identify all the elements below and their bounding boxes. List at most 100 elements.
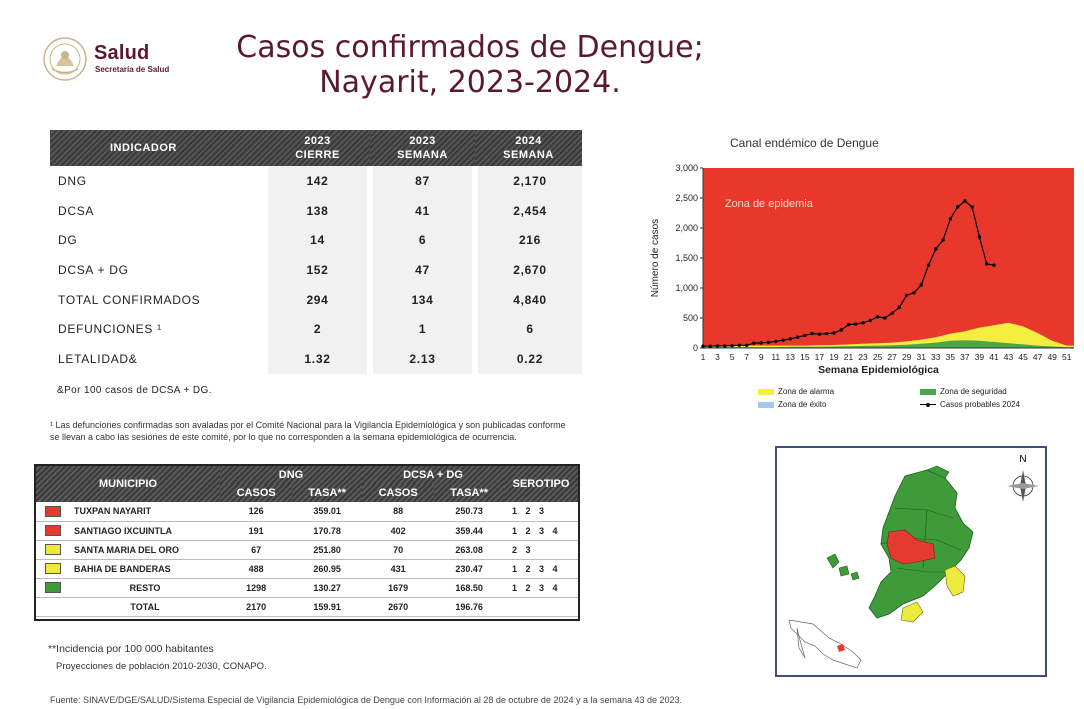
x-tick-label: 7	[744, 352, 749, 362]
data-point	[868, 318, 873, 323]
data-point	[955, 205, 960, 209]
x-tick-label: 15	[800, 352, 810, 362]
brand-name: Salud	[94, 42, 150, 64]
table-row: TUXPAN NAYARIT 126 359.01 88 250.73 1 2 3	[36, 502, 578, 522]
casos-cell: 70	[361, 540, 435, 560]
value-cell: 134	[367, 284, 475, 315]
row-label: DCSA	[58, 203, 95, 218]
legend-swatch	[920, 388, 936, 395]
col-2023-semana-header: 2023 SEMANA	[370, 130, 475, 166]
serotipo-cell: 2 3	[504, 540, 578, 560]
legend-swatch	[758, 388, 774, 395]
x-tick-label: 25	[873, 352, 883, 362]
x-tick-label: 21	[844, 352, 854, 362]
tasa-cell: 230.47	[434, 559, 504, 579]
tasa-cell: 260.95	[292, 559, 362, 579]
casos-cell: 2170	[220, 597, 293, 617]
table-row: DNG 142 87 2,170	[50, 166, 582, 196]
indicador-header: INDICADOR	[50, 130, 265, 166]
data-point	[803, 333, 807, 338]
table-row: DCSA + DG 152 47 2,670	[50, 255, 582, 285]
x-tick-label: 23	[858, 352, 868, 362]
value-cell: 0.22	[472, 344, 582, 374]
data-point	[890, 311, 894, 315]
dng-header: DNG	[220, 466, 362, 484]
status-swatch	[45, 505, 61, 517]
value-cell: 2,454	[472, 195, 582, 226]
casos-cell: 2670	[361, 597, 435, 617]
table-row: RESTO 1298 130.27 1679 168.50 1 2 3 4	[36, 578, 578, 598]
x-axis-label: Semana Epidemiológica	[818, 364, 939, 376]
status-swatch	[45, 544, 61, 556]
casos-cell: 88	[361, 502, 435, 522]
data-point	[759, 341, 763, 345]
tasa-cell: 159.91	[292, 597, 362, 617]
data-point	[941, 238, 945, 242]
x-tick-label: 19	[829, 352, 839, 362]
casos-cell: 67	[220, 540, 293, 560]
municipio-subheader-row: CASOS TASA** CASOS TASA**	[36, 484, 578, 502]
status-swatch	[45, 582, 61, 594]
value-cell: 2,170	[472, 166, 582, 196]
map-region-red	[886, 529, 936, 565]
data-point	[810, 331, 814, 336]
compass-icon: N	[1007, 454, 1039, 502]
data-point	[715, 344, 720, 348]
x-tick-label: 29	[902, 352, 912, 362]
y-tick-label: 500	[683, 313, 698, 323]
data-point	[701, 344, 705, 348]
y-axis-label: Número de casos	[650, 219, 661, 297]
data-point	[883, 316, 887, 320]
value-cell: 6	[367, 225, 475, 256]
data-point	[744, 343, 749, 347]
x-tick-label: 47	[1033, 352, 1043, 362]
data-point	[708, 344, 712, 348]
tasa-cell: 196.76	[434, 597, 504, 617]
data-point	[926, 263, 931, 267]
nayarit-map-svg: N	[788, 454, 1039, 669]
value-cell: 1.32	[262, 344, 370, 374]
x-tick-label: 41	[989, 352, 999, 362]
data-point	[875, 315, 880, 319]
row-label: DEFUNCIONES ¹	[58, 322, 162, 337]
chart-title: Canal endémico de Dengue	[730, 136, 879, 150]
y-tick-label: 1,500	[675, 253, 698, 263]
page-title: Casos confirmados de Dengue; Nayarit, 20…	[200, 30, 740, 100]
value-cell: 138	[262, 195, 370, 226]
table-row: SANTIAGO IXCUINTLA 191 170.78 402 359.44 1 2 …	[36, 521, 578, 541]
data-point	[781, 338, 785, 342]
x-tick-label: 35	[946, 352, 956, 362]
tasa-cell: 263.08	[434, 540, 504, 560]
data-point	[985, 262, 989, 266]
data-point	[832, 331, 836, 335]
x-tick-label: 9	[759, 352, 764, 362]
y-tick-label: 0	[693, 343, 698, 353]
data-point	[846, 322, 851, 327]
data-point	[839, 328, 843, 332]
casos-cell: 1298	[220, 578, 293, 598]
municipio-name: TUXPAN NAYARIT	[70, 502, 220, 522]
legend-line	[920, 402, 936, 407]
y-tick-label: 3,000	[675, 163, 698, 173]
map-region-yellow-1	[944, 565, 966, 597]
data-point	[861, 321, 865, 325]
tasa-cell: 359.44	[434, 521, 504, 541]
casos-cell: 431	[361, 559, 435, 579]
value-cell: 2	[262, 314, 370, 345]
data-point	[723, 344, 727, 348]
col-2023-cierre-header: 2023 CIERRE	[265, 130, 370, 166]
legend-item-seguridad: Zona de seguridad	[920, 387, 1007, 396]
table-row: BAHIA DE BANDERAS 488 260.95 431 230.47 1 2 3…	[36, 559, 578, 579]
tasa-cell: 168.50	[434, 578, 504, 598]
dcsa-dg-header: DCSA + DG	[361, 466, 504, 484]
tasa-cell: 359.01	[292, 502, 362, 522]
value-cell: 4,840	[472, 284, 582, 315]
casos-cell: 402	[361, 521, 435, 541]
casos-cell: 488	[220, 559, 293, 579]
municipio-header: MUNICIPIO	[36, 466, 220, 502]
x-tick-label: 45	[1018, 352, 1028, 362]
nayarit-map: N	[775, 446, 1047, 677]
data-point	[730, 343, 734, 348]
data-point	[934, 247, 938, 251]
data-point	[912, 291, 916, 295]
